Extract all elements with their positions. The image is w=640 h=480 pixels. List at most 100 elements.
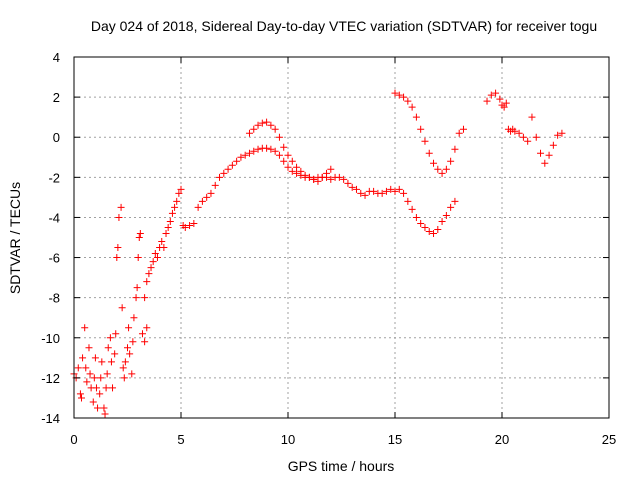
data-point [101,410,109,418]
data-point [395,185,403,193]
data-point [135,234,143,241]
data-point [254,121,262,129]
x-tick-label: 15 [388,432,402,447]
y-tick-label: -8 [48,291,60,306]
data-point [430,159,438,167]
x-tick-label: 25 [602,432,616,447]
data-point [160,244,168,252]
data-point [102,384,110,392]
data-points [70,89,566,418]
data-point [153,254,161,262]
grid-lines [74,57,609,418]
data-point [434,165,442,173]
data-point [352,185,360,193]
data-point [275,133,283,141]
data-point [107,358,115,366]
data-point [216,173,224,181]
data-point [293,169,301,177]
data-point [147,264,155,272]
data-point [74,364,82,372]
data-point [224,165,232,173]
data-point [237,153,245,161]
data-point [541,159,549,167]
data-point [408,205,416,213]
data-point [109,384,117,392]
data-point [515,129,523,137]
data-point [143,324,151,332]
data-point [280,157,288,165]
data-point [190,219,198,227]
data-point [254,145,262,153]
data-point [370,187,378,195]
series-rise-to-peak [141,144,459,302]
data-point [145,270,153,278]
data-point [305,173,313,181]
data-point [545,151,553,159]
data-point [166,217,174,225]
data-point [400,189,408,197]
data-point [500,103,508,111]
data-point [89,398,97,406]
data-point [245,149,253,157]
series-upper-arc [245,118,335,185]
data-point [97,374,105,382]
data-point [90,374,98,382]
data-point [79,354,87,362]
data-point [451,197,459,205]
data-point [168,209,176,217]
data-point [361,191,369,199]
y-tick-labels: -14 -12 -10 -8 -6 -4 -2 0 2 4 [41,50,60,426]
data-point [451,145,459,153]
y-tick-label: -4 [48,210,60,225]
data-point [492,89,500,97]
data-point [382,187,390,195]
data-point [496,95,504,103]
x-tick-label: 10 [281,432,295,447]
data-point [408,103,416,111]
data-point [250,147,258,155]
data-point [141,338,149,346]
data-point [537,149,545,157]
data-point [524,137,532,145]
data-point [136,229,144,237]
data-point [94,404,102,412]
data-point [112,330,120,338]
data-point [143,278,151,286]
data-point [425,227,433,235]
data-point [348,183,356,191]
data-point [81,324,89,332]
x-tick-label: 20 [495,432,509,447]
data-point [434,225,442,233]
data-point [211,181,219,189]
data-point [121,358,129,366]
data-point [421,137,429,145]
data-point [92,384,100,392]
data-point [404,97,412,105]
data-point [181,223,189,231]
data-point [323,169,331,177]
data-point [207,189,215,197]
series-late-segment [483,89,566,167]
data-point [301,171,309,179]
y-tick-label: -14 [41,411,60,426]
data-point [175,189,183,197]
data-point [83,378,91,386]
data-point [275,151,283,159]
data-point [138,330,146,338]
data-point [421,223,429,231]
data-point [134,254,142,262]
data-point [82,364,90,372]
data-point [502,99,510,107]
data-point [198,197,206,205]
data-point [130,314,138,322]
data-point [391,89,399,97]
data-point [271,125,279,133]
data-point [447,157,455,165]
data-point [203,193,211,201]
series-noisy-early [70,203,151,418]
data-point [141,294,149,302]
data-point [186,221,194,229]
series-dip-segment [391,89,467,177]
data-point [400,93,408,101]
data-point [310,175,318,183]
